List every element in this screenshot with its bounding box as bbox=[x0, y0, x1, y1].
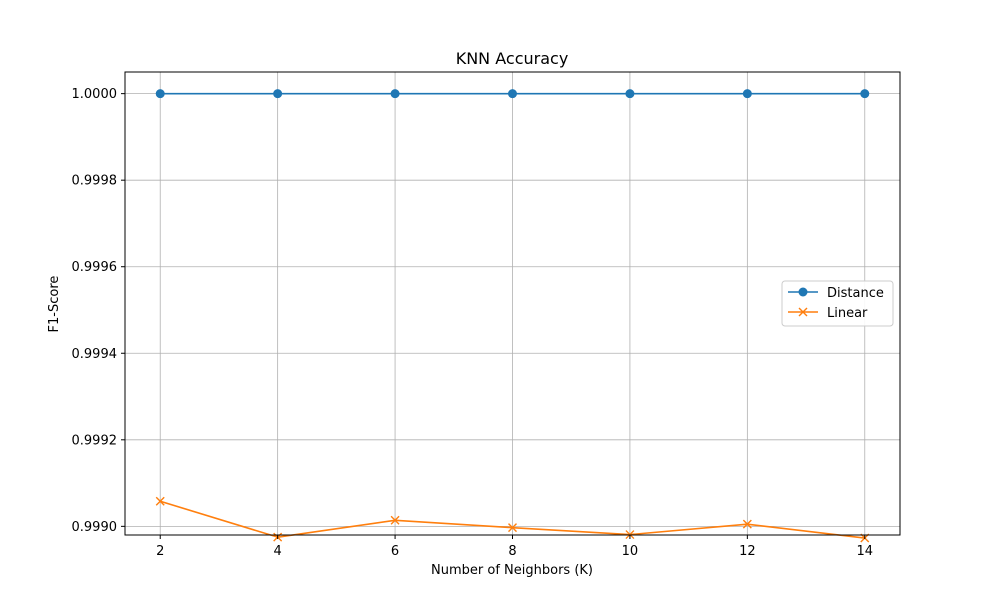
x-tick-label: 6 bbox=[391, 544, 399, 559]
data-point-distance bbox=[625, 89, 635, 99]
x-tick-label: 14 bbox=[856, 544, 873, 559]
y-tick-label: 0.9990 bbox=[72, 520, 118, 535]
data-point-distance bbox=[860, 89, 870, 99]
data-point-linear bbox=[155, 496, 165, 506]
data-point-linear bbox=[508, 523, 517, 533]
legend-label-linear: Linear bbox=[827, 306, 868, 321]
x-axis-label: Number of Neighbors (K) bbox=[431, 563, 593, 578]
y-tick-label: 0.9998 bbox=[72, 174, 118, 189]
data-point-distance bbox=[273, 89, 283, 99]
data-point-linear bbox=[742, 519, 752, 529]
data-point-linear bbox=[390, 515, 400, 525]
x-tick-label: 12 bbox=[739, 544, 756, 559]
x-tick-label: 8 bbox=[508, 544, 516, 559]
y-axis-ticks: 0.9990 0.9992 0.9994 0.9996 0.9998 1.0000 bbox=[72, 87, 125, 535]
x-tick-label: 4 bbox=[274, 544, 282, 559]
data-point-distance bbox=[155, 89, 165, 99]
y-tick-label: 0.9992 bbox=[72, 433, 118, 448]
data-point-distance bbox=[742, 89, 752, 99]
data-point-distance bbox=[390, 89, 400, 99]
x-tick-label: 2 bbox=[156, 544, 164, 559]
y-tick-label: 1.0000 bbox=[72, 87, 118, 102]
legend-marker-linear bbox=[798, 307, 808, 317]
chart-title: KNN Accuracy bbox=[456, 49, 569, 68]
legend-marker-distance bbox=[798, 287, 808, 297]
data-point-distance bbox=[508, 89, 517, 99]
y-tick-label: 0.9996 bbox=[72, 260, 118, 275]
y-axis-label: F1-Score bbox=[47, 276, 62, 333]
y-tick-label: 0.9994 bbox=[72, 347, 118, 362]
series-layer bbox=[155, 89, 870, 543]
x-tick-label: 10 bbox=[622, 544, 639, 559]
legend-label-distance: Distance bbox=[827, 286, 884, 301]
x-axis-ticks: 2 4 6 8 10 12 14 bbox=[156, 535, 873, 559]
legend: Distance Linear bbox=[781, 280, 894, 327]
